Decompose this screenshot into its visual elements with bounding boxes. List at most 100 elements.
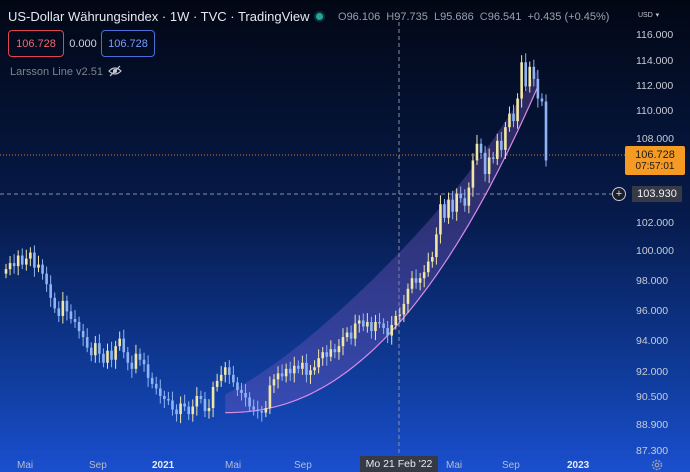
crosshair-price-label: 103.930 <box>632 186 682 202</box>
candle-body <box>540 98 544 102</box>
candle-body <box>195 395 199 407</box>
candle-body <box>353 323 357 339</box>
low-label: L <box>433 11 441 23</box>
candle-body <box>410 278 414 289</box>
eye-hidden-icon[interactable] <box>108 65 122 77</box>
candle-body <box>102 353 105 363</box>
candle-body <box>81 331 85 338</box>
candle-body <box>500 140 503 150</box>
price-axis-label: 88.900 <box>636 419 669 431</box>
candle-body <box>179 403 182 415</box>
candle-body <box>520 62 523 99</box>
candle-body <box>37 264 40 268</box>
candle-body <box>382 323 385 329</box>
time-axis-label: Sep <box>294 460 312 471</box>
candle-body <box>130 362 134 369</box>
candle-body <box>345 332 349 338</box>
currency-selector[interactable]: USD ▾ <box>638 9 659 20</box>
candle-body <box>459 193 463 199</box>
price-axis-label: 96.000 <box>636 305 669 317</box>
candle-body <box>349 332 353 339</box>
candle-body <box>479 143 483 153</box>
add-alert-icon[interactable]: + <box>612 187 626 201</box>
time-axis-label: Sep <box>89 460 107 471</box>
candle-body <box>203 399 207 412</box>
candle-body <box>232 374 235 383</box>
candle-body <box>244 392 247 398</box>
price-axis-label: 94.000 <box>636 335 669 347</box>
candle-body <box>61 300 65 316</box>
candle-body <box>215 380 219 387</box>
candle-body <box>366 321 369 327</box>
candle-body <box>57 308 61 316</box>
candle-body <box>69 311 73 319</box>
candle-body <box>12 263 16 267</box>
candle-body <box>126 352 130 363</box>
currency-label: USD <box>638 12 653 19</box>
candle-body <box>73 318 77 322</box>
candle-body <box>508 113 511 128</box>
candle-body <box>309 370 312 375</box>
candle-body <box>256 409 260 412</box>
sell-button[interactable]: 106.728 <box>8 30 64 57</box>
candle-body <box>187 406 191 415</box>
candle-body <box>248 397 251 407</box>
candle-body <box>337 346 341 353</box>
larsson-line-edge <box>225 86 539 414</box>
time-axis-label: Mai <box>446 460 463 471</box>
candle-body <box>20 255 24 265</box>
candle-body <box>16 255 20 267</box>
candle-body <box>370 321 373 332</box>
candle-body <box>292 365 296 374</box>
time-axis-label: Mai <box>225 460 242 471</box>
candle-body <box>167 399 170 401</box>
candle-body <box>138 353 142 360</box>
candle-body <box>435 234 438 258</box>
indicator-label[interactable]: Larsson Line v2.51 <box>10 66 103 78</box>
bar-countdown: 07:57:01 <box>635 160 675 172</box>
buy-button[interactable]: 106.728 <box>101 30 155 57</box>
candle-body <box>443 204 446 218</box>
candle-body <box>280 373 284 377</box>
low-value: 95.686 <box>440 11 474 23</box>
candle-body <box>329 349 333 357</box>
candle-body <box>406 288 410 304</box>
candle-body <box>426 261 430 273</box>
candle-body <box>154 383 158 389</box>
candle-body <box>374 321 377 332</box>
price-axis-label: 102.000 <box>636 217 674 229</box>
candle-body <box>142 359 146 365</box>
candle-body <box>134 353 138 369</box>
candle-body <box>491 157 495 159</box>
candle-body <box>85 337 89 348</box>
time-axis-label: 2021 <box>152 460 175 471</box>
candle-body <box>77 321 81 332</box>
candle-body <box>98 343 101 354</box>
candle-body <box>398 314 402 316</box>
price-axis-label: 116.000 <box>636 29 674 41</box>
gear-icon[interactable] <box>650 458 664 472</box>
candle-body <box>524 62 527 87</box>
candle-body <box>8 263 12 270</box>
candle-body <box>175 409 178 415</box>
open-label: O <box>338 11 347 23</box>
candle-body <box>183 403 186 407</box>
candle-body <box>45 273 48 285</box>
close-label: C <box>479 11 488 23</box>
candle-body <box>471 160 475 188</box>
candle-body <box>94 343 97 356</box>
close-value: 96.541 <box>487 11 522 23</box>
candle-body <box>276 373 280 380</box>
candle-body <box>325 352 329 357</box>
candle-body <box>390 325 394 336</box>
candle-body <box>41 264 44 274</box>
candle-body <box>447 199 450 218</box>
candle-body <box>313 367 316 371</box>
candle-body <box>516 98 519 122</box>
candle-body <box>284 368 288 377</box>
price-axis-label: 98.000 <box>636 275 669 287</box>
candle-body <box>418 278 422 283</box>
chart-title[interactable]: US-Dollar Währungsindex · 1W · TVC · Tra… <box>8 9 310 24</box>
